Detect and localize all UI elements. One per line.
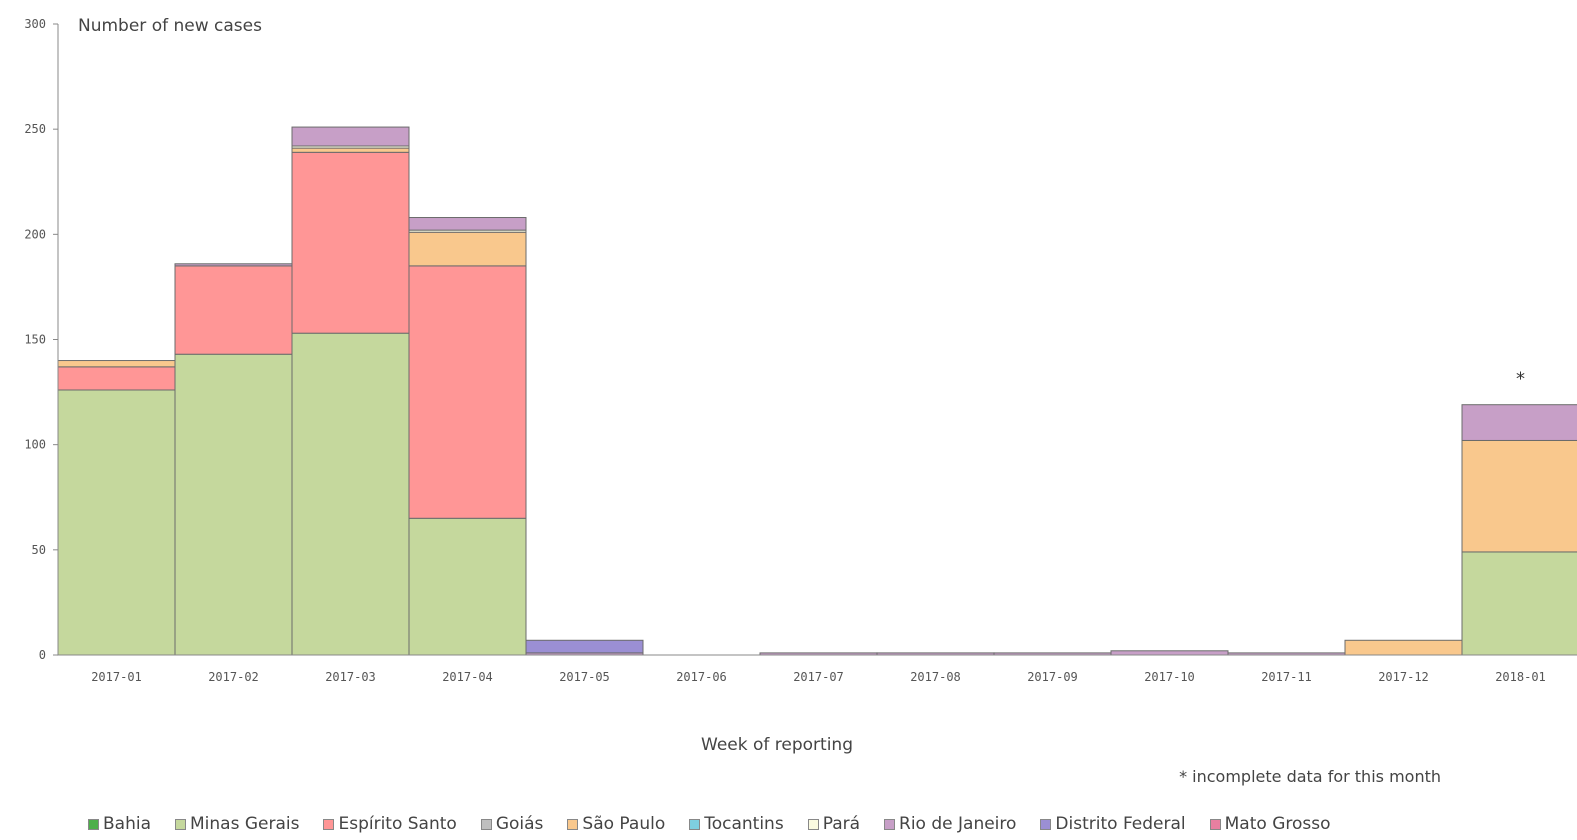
x-axis-ticks: 2017-01 2017-02 2017-03 2017-04 2017-05 2017-… (91, 670, 1546, 684)
bar-segment (291, 147, 410, 153)
x-tick-label: 2018-01 (1495, 670, 1546, 684)
bar-segment (174, 263, 293, 267)
bars (57, 126, 1577, 656)
x-tick-label: 2017-02 (208, 670, 259, 684)
legend-swatch (689, 818, 701, 830)
y-tick-label: 100 (24, 438, 46, 452)
incomplete-data-note: * incomplete data for this month (1179, 767, 1441, 786)
legend-swatch (88, 818, 99, 830)
legend-label: Pará (822, 814, 861, 834)
legend-label: Mato Grosso (1224, 814, 1331, 834)
bar-segment (291, 332, 410, 656)
bar-segment (291, 151, 410, 334)
stacked-bar-chart: 0 50 100 150 200 250 300 2017-01 2017-02 2017-03… (24, 16, 1577, 786)
x-tick-label: 2017-04 (442, 670, 493, 684)
bar-segment (408, 231, 527, 267)
legend-item: Distrito Federal (1040, 814, 1186, 834)
legend-item: Goiás (480, 814, 544, 834)
x-tick-label: 2017-03 (325, 670, 376, 684)
legend-item: Mato Grosso (1209, 814, 1331, 834)
bar-segment (1344, 639, 1463, 656)
legend-swatch (1040, 818, 1052, 830)
legend-item: São Paulo (567, 814, 665, 834)
legend-label: Goiás (495, 814, 544, 834)
legend-swatch (884, 818, 896, 830)
bar-segment (291, 126, 410, 147)
x-tick-label: 2017-08 (910, 670, 961, 684)
x-tick-label: 2017-11 (1261, 670, 1312, 684)
y-tick-label: 0 (39, 648, 46, 662)
legend-swatch (807, 818, 819, 830)
bar-segment (408, 217, 527, 231)
y-tick-label: 250 (24, 122, 46, 136)
legend-label: Tocantins (704, 814, 784, 834)
legend-label: Espírito Santo (338, 814, 457, 834)
x-tick-label: 2017-05 (559, 670, 610, 684)
x-axis-title: Week of reporting (701, 735, 853, 755)
bar-segment (1461, 404, 1577, 441)
legend-item: Rio de Janeiro (884, 814, 1016, 834)
bar-segment (174, 353, 293, 656)
bar-segment (57, 366, 176, 391)
legend-swatch (1209, 818, 1221, 830)
legend-item: Espírito Santo (323, 814, 457, 834)
legend-item: Bahia (88, 814, 151, 834)
legend-label: Distrito Federal (1055, 814, 1186, 834)
x-tick-label: 2017-06 (676, 670, 727, 684)
bar-segment (1461, 551, 1577, 656)
legend-swatch (480, 818, 492, 830)
x-tick-label: 2017-12 (1378, 670, 1429, 684)
bar-segment (57, 360, 176, 368)
y-axis-title: Number of new cases (78, 16, 262, 36)
x-tick-label: 2017-10 (1144, 670, 1195, 684)
bar-segment (408, 517, 527, 656)
x-tick-label: 2017-09 (1027, 670, 1078, 684)
bar-segment (525, 639, 644, 654)
bar-segment (57, 389, 176, 656)
legend: Bahia Minas Gerais Espírito Santo Goiás São … (88, 814, 1331, 834)
legend-swatch (323, 818, 335, 830)
y-axis-ticks: 0 50 100 150 200 250 300 (24, 17, 58, 662)
legend-swatch (567, 818, 579, 830)
legend-item: Pará (807, 814, 861, 834)
legend-label: Rio de Janeiro (899, 814, 1017, 834)
y-tick-label: 150 (24, 333, 46, 347)
bar-segment (408, 265, 527, 519)
incomplete-data-marker: * (1516, 369, 1525, 390)
bar-segment (1110, 650, 1229, 656)
y-tick-label: 300 (24, 17, 46, 31)
legend-label: Minas Gerais (190, 814, 300, 834)
legend-item: Tocantins (689, 814, 784, 834)
bar-segment (174, 265, 293, 355)
legend-swatch (175, 818, 186, 830)
x-tick-label: 2017-01 (91, 670, 142, 684)
legend-item: Minas Gerais (175, 814, 299, 834)
bar-segment (1461, 439, 1577, 553)
legend-label: Bahia (103, 814, 151, 834)
legend-label: São Paulo (582, 814, 666, 834)
y-tick-label: 50 (32, 543, 46, 557)
x-tick-label: 2017-07 (793, 670, 844, 684)
y-tick-label: 200 (24, 227, 46, 241)
